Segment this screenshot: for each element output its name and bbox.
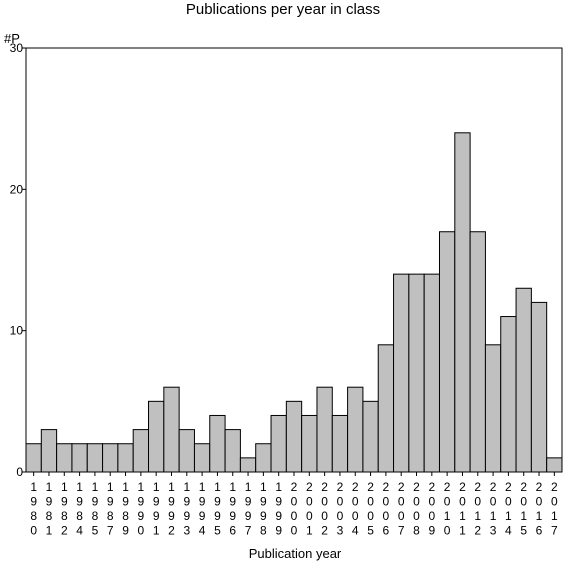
bars	[25, 132, 563, 473]
y-axis: 0 10 20 30	[10, 41, 26, 479]
y-tick-label: 30	[10, 41, 24, 55]
bar-2012	[469, 231, 486, 473]
y-tick-label: 10	[10, 324, 24, 338]
x-axis: 1 9 8 0 1 9 8 1 1 9 8 2 1 9 8 4 1 9 8 5 1 9 8 7 1 9 8 9 1 9 9 0 1 9 9 1 1 9 9 2…	[30, 472, 558, 538]
bar-2009	[423, 273, 440, 473]
bar-2016	[530, 301, 548, 473]
y-tick-label: 20	[10, 182, 24, 196]
bar-2015	[515, 287, 532, 473]
bar-2000	[285, 400, 303, 473]
bar-2002	[316, 386, 333, 473]
bar-2011	[454, 132, 471, 473]
bar-1998	[255, 443, 272, 473]
bar-2017	[546, 457, 563, 473]
bar-2004	[347, 386, 364, 473]
bar-1993	[178, 429, 195, 473]
bar-2014	[500, 316, 517, 473]
bar-1984	[71, 443, 88, 473]
bar-1982	[56, 443, 73, 473]
bar-2010	[438, 231, 456, 473]
chart-title: Publications per year in class	[186, 1, 380, 18]
bar-2003	[331, 414, 349, 473]
bar-1996	[224, 429, 241, 473]
bar-1987	[102, 443, 119, 473]
bar-1981	[40, 429, 58, 473]
bar-1995	[209, 414, 226, 473]
bar-1999	[270, 414, 287, 473]
bar-1992	[163, 386, 180, 473]
bar-2007	[393, 273, 410, 473]
bar-2005	[362, 400, 379, 473]
bar-2008	[408, 273, 425, 473]
bar-1991	[148, 400, 165, 473]
bar-1997	[239, 457, 257, 473]
bar-1980	[25, 443, 42, 473]
bar-1994	[193, 443, 211, 473]
bar-1985	[86, 443, 104, 473]
bar-2013	[484, 344, 502, 473]
bar-2001	[301, 414, 318, 473]
x-axis-label: Publication year	[249, 546, 342, 561]
bar-2006	[377, 344, 395, 473]
bar-1990	[132, 429, 150, 473]
y-tick-label: 0	[16, 465, 23, 479]
bar-1989	[117, 443, 134, 473]
y-axis-label: #P	[4, 31, 20, 46]
